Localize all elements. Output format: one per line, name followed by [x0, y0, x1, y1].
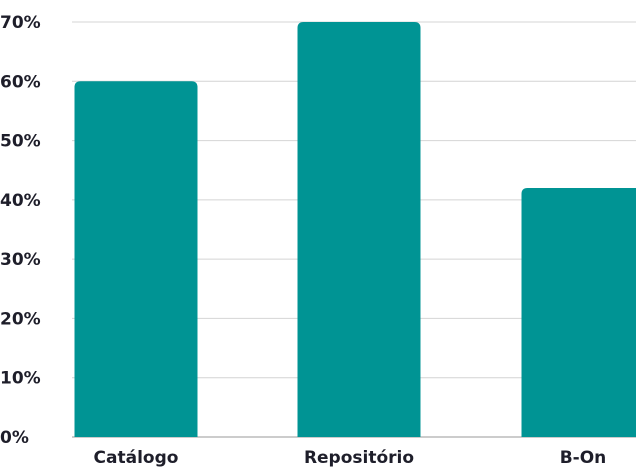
x-axis-category-labels: Catálogo Repositório B-On: [94, 448, 607, 468]
y-tick-label: 0%: [0, 428, 29, 448]
y-tick-label: 20%: [0, 309, 41, 329]
bar: [74, 81, 198, 438]
y-tick-label: 30%: [0, 250, 41, 270]
y-tick-label: 40%: [0, 191, 41, 211]
bar: [297, 22, 421, 437]
x-category-label: Catálogo: [94, 448, 179, 468]
bars: [74, 22, 636, 438]
y-tick-label: 50%: [0, 132, 41, 152]
y-axis-tick-labels: 0% 10% 20% 30% 40% 50% 60% 70%: [0, 13, 41, 448]
y-tick-label: 60%: [0, 72, 41, 92]
x-category-label: Repositório: [304, 448, 414, 468]
y-tick-label: 70%: [0, 13, 41, 33]
x-category-label: B-On: [560, 448, 607, 468]
bar: [521, 188, 636, 437]
y-tick-label: 10%: [0, 369, 41, 389]
